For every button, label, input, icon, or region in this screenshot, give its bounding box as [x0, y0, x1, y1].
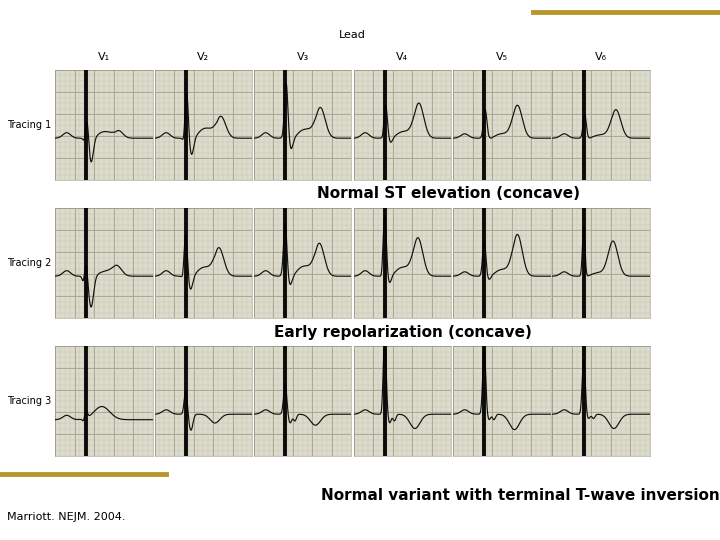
Text: Lead: Lead — [339, 30, 366, 40]
Text: Marriott. NEJM. 2004.: Marriott. NEJM. 2004. — [7, 512, 126, 522]
Text: V₆: V₆ — [595, 52, 607, 62]
Text: Tracing 2: Tracing 2 — [6, 258, 51, 268]
Text: Normal ST elevation (concave): Normal ST elevation (concave) — [317, 186, 580, 201]
Text: Tracing 3: Tracing 3 — [6, 396, 51, 406]
Text: V₃: V₃ — [297, 52, 309, 62]
Text: V₂: V₂ — [197, 52, 210, 62]
Text: V₄: V₄ — [396, 52, 408, 62]
Text: Normal variant with terminal T-wave inversion: Normal variant with terminal T-wave inve… — [321, 488, 720, 503]
Text: Early repolarization (concave): Early repolarization (concave) — [274, 325, 531, 340]
Text: V₅: V₅ — [496, 52, 508, 62]
Text: V₁: V₁ — [98, 52, 110, 62]
Text: Tracing 1: Tracing 1 — [6, 120, 51, 130]
